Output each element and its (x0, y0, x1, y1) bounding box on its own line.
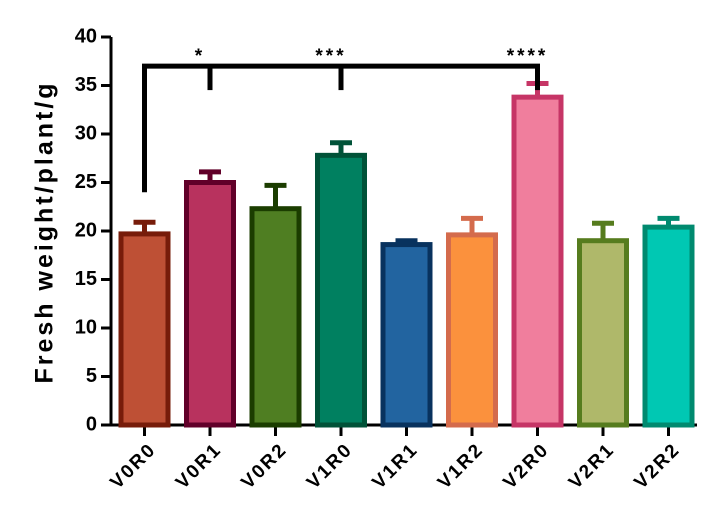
bar (446, 232, 498, 428)
significance-label: *** (315, 46, 346, 67)
x-tick-label: V2R2 (630, 439, 684, 493)
bar (315, 152, 367, 428)
x-tick-label: V0R0 (106, 439, 160, 493)
y-tick-label: 20 (75, 219, 97, 241)
y-tick-label: 10 (75, 316, 97, 338)
x-tick-label: V1R1 (368, 439, 422, 493)
y-tick-label: 40 (75, 25, 97, 47)
bars (118, 81, 695, 428)
significance-label: **** (507, 46, 549, 67)
bar (380, 242, 433, 428)
bar (184, 180, 236, 428)
y-tick-label: 15 (75, 268, 97, 290)
x-tick-label: V0R1 (172, 439, 226, 493)
y-tick-label: 5 (86, 365, 97, 387)
y-tick-label: 35 (75, 74, 97, 96)
significance-label: * (195, 46, 205, 67)
x-tick-label: V2R1 (565, 439, 619, 493)
bar (249, 206, 302, 428)
x-tick-label: V1R2 (434, 439, 488, 493)
x-tick-label: V1R0 (303, 439, 357, 493)
x-axis: V0R0 V0R1 V0R2 V1R0 V1R1 V1R2 V2R0 V2R1 V2R2 (106, 423, 697, 493)
x-tick-label: V0R2 (237, 439, 291, 493)
bar (118, 231, 171, 428)
y-tick-label: 25 (75, 171, 97, 193)
y-axis: 0 5 10 15 20 25 30 35 40 (75, 25, 113, 435)
y-axis-title: Fresh weight/plant/g (31, 80, 59, 383)
y-tick-label: 30 (75, 122, 97, 144)
y-tick-label: 0 (86, 413, 97, 435)
bar (577, 238, 629, 428)
x-tick-label: V2R0 (499, 439, 553, 493)
bar (511, 94, 564, 428)
significance-bracket: * *** **** (142, 46, 549, 193)
bar (642, 224, 695, 428)
